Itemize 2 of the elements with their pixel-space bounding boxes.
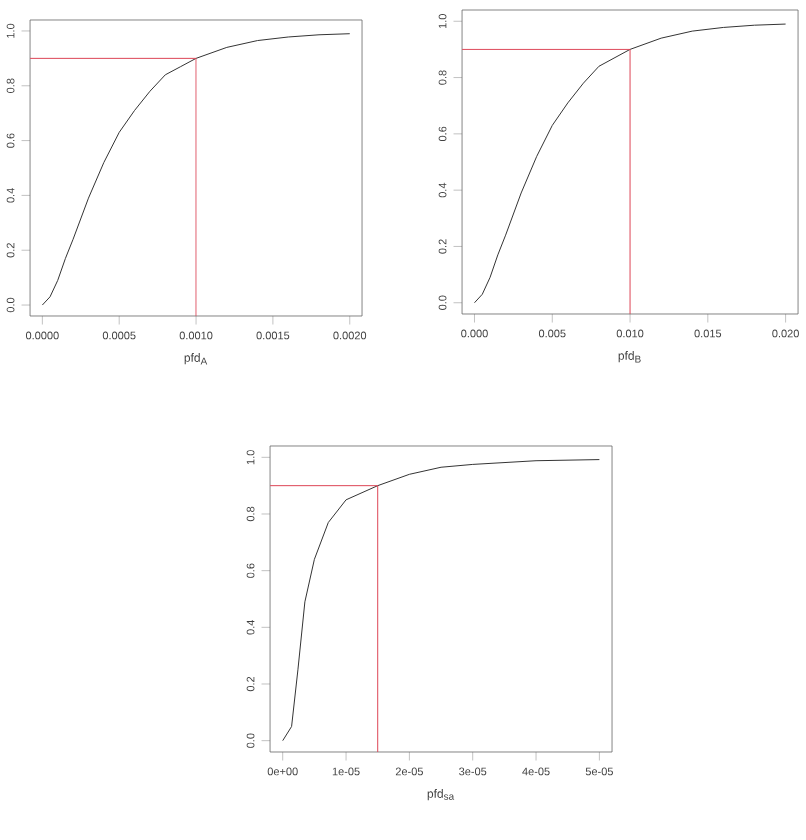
- line-series: [282, 459, 600, 742]
- line-series: [41, 33, 351, 306]
